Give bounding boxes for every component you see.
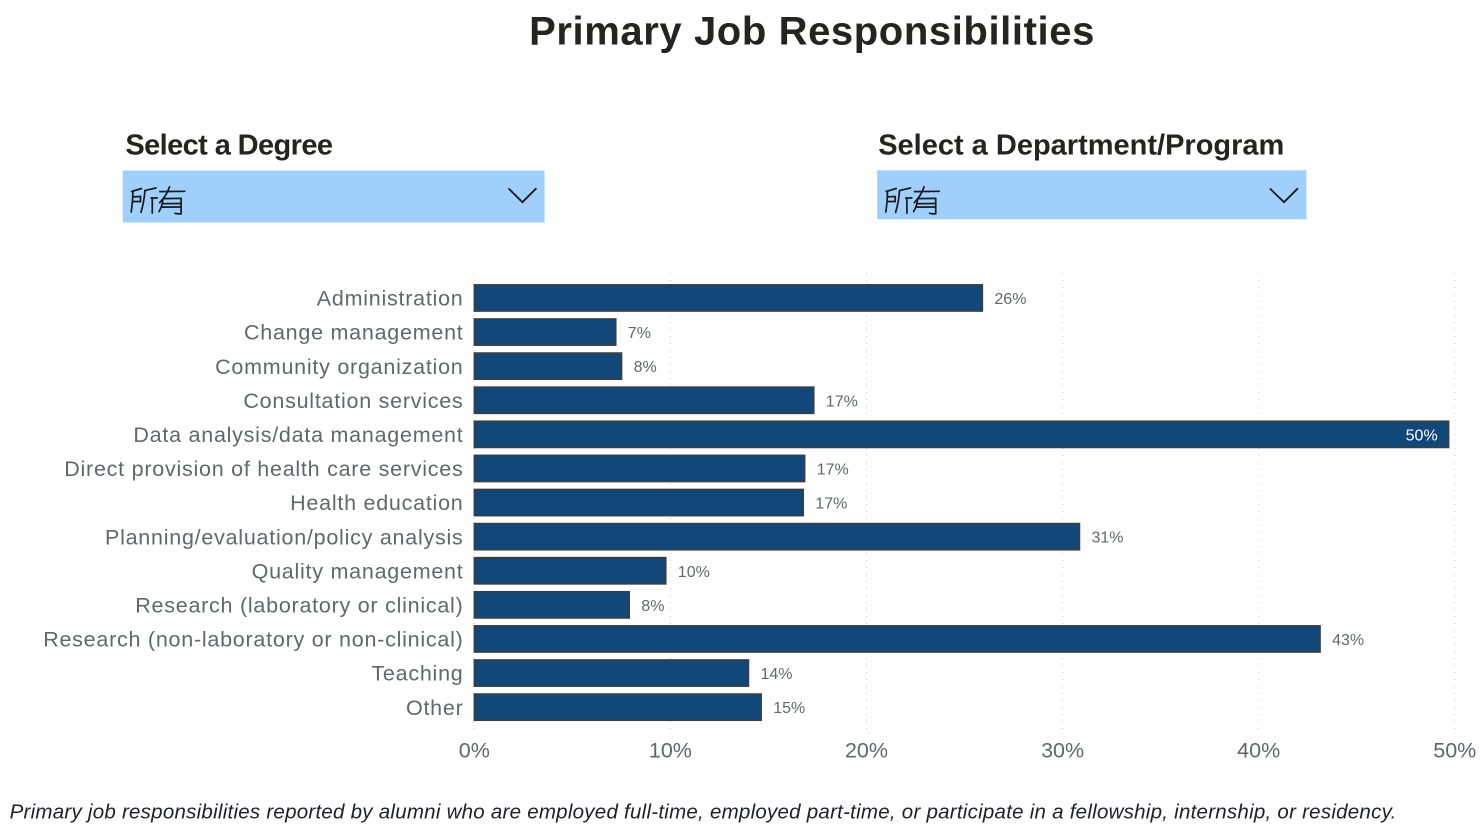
svg-text:15%: 15% [773,700,805,717]
svg-text:Select a Degree: Select a Degree [125,130,332,162]
svg-text:Community organization: Community organization [215,355,463,379]
svg-text:0%: 0% [459,738,490,762]
svg-text:Data analysis/data management: Data analysis/data management [133,423,463,447]
svg-text:Other: Other [406,696,464,720]
svg-text:43%: 43% [1332,632,1364,649]
svg-text:Select a Department/Program: Select a Department/Program [878,130,1284,162]
svg-text:8%: 8% [634,359,657,376]
svg-text:17%: 17% [817,462,849,479]
svg-text:8%: 8% [641,598,664,615]
svg-text:Health education: Health education [290,491,463,515]
svg-text:Consultation services: Consultation services [243,389,463,413]
svg-text:Direct provision of health car: Direct provision of health care services [64,457,463,481]
svg-text:17%: 17% [826,393,858,410]
svg-text:14%: 14% [761,666,793,683]
svg-text:Administration: Administration [317,287,464,311]
svg-text:50%: 50% [1433,738,1476,762]
svg-text:10%: 10% [678,564,710,581]
svg-text:30%: 30% [1041,738,1084,762]
svg-text:26%: 26% [994,291,1026,308]
svg-text:Quality management: Quality management [252,559,464,583]
svg-text:Research (non-laboratory or no: Research (non-laboratory or non-clinical… [43,628,463,652]
svg-text:Teaching: Teaching [371,662,463,686]
svg-text:Primary job responsibilities r: Primary job responsibilities reported by… [10,801,1397,824]
svg-text:Research (laboratory or clinic: Research (laboratory or clinical) [135,594,463,618]
svg-text:31%: 31% [1092,530,1124,547]
svg-text:7%: 7% [628,325,651,342]
svg-text:Primary Job Responsibilities: Primary Job Responsibilities [529,10,1095,54]
svg-text:Change management: Change management [244,321,464,345]
svg-text:17%: 17% [815,496,847,513]
svg-text:50%: 50% [1406,427,1438,444]
svg-text:10%: 10% [649,738,692,762]
svg-text:Planning/evaluation/policy ana: Planning/evaluation/policy analysis [105,525,464,549]
svg-text:20%: 20% [845,738,888,762]
svg-text:40%: 40% [1237,738,1280,762]
